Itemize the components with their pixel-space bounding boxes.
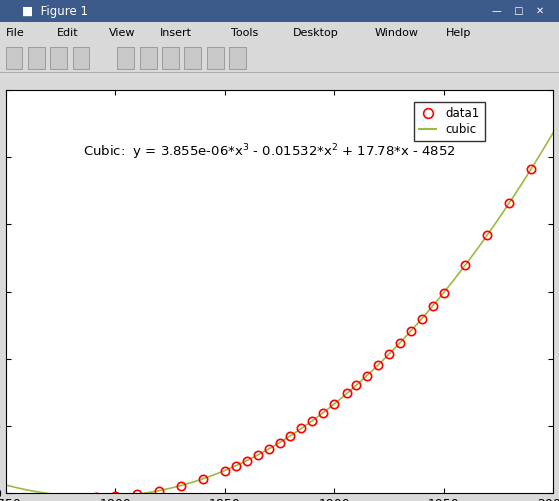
cubic — [263, 447, 270, 453]
Text: File: File — [6, 28, 25, 38]
data1 — [320, 410, 326, 416]
data1 — [254, 452, 261, 458]
cubic — [300, 424, 306, 430]
Text: Tools: Tools — [231, 28, 259, 38]
Bar — [207, 47, 224, 69]
Legend: data1, cubic: data1, cubic — [414, 102, 485, 141]
Text: —    □    ✕: — □ ✕ — [492, 6, 544, 16]
Bar — [28, 47, 45, 69]
Text: Help: Help — [446, 28, 471, 38]
data1 — [92, 494, 99, 500]
data1 — [331, 401, 338, 407]
data1 — [200, 476, 206, 482]
Text: Window: Window — [375, 28, 419, 38]
Bar — [162, 47, 179, 69]
data1 — [112, 493, 119, 499]
data1 — [156, 487, 163, 493]
Bar — [140, 47, 157, 69]
Text: Desktop: Desktop — [293, 28, 339, 38]
data1 — [440, 290, 447, 296]
Line: cubic: cubic — [6, 133, 553, 497]
data1 — [276, 439, 283, 445]
data1 — [243, 457, 250, 463]
Bar — [184, 47, 201, 69]
Bar — [6, 47, 22, 69]
cubic — [93, 494, 100, 500]
Line: data1: data1 — [92, 165, 536, 501]
data1 — [429, 303, 436, 309]
Bar — [73, 47, 89, 69]
Text: ■  Figure 1: ■ Figure 1 — [22, 5, 88, 18]
data1 — [233, 463, 239, 469]
data1 — [418, 316, 425, 322]
Text: Edit: Edit — [57, 28, 79, 38]
data1 — [375, 362, 381, 368]
Bar — [50, 47, 67, 69]
data1 — [386, 351, 392, 357]
data1 — [506, 200, 513, 206]
data1 — [462, 262, 469, 268]
Text: View: View — [108, 28, 135, 38]
data1 — [221, 467, 228, 473]
data1 — [309, 418, 316, 424]
data1 — [265, 446, 272, 452]
cubic — [329, 402, 336, 408]
data1 — [528, 166, 534, 172]
Bar — [229, 47, 246, 69]
Text: Cubic:  y = 3.855e-06*x$^{3}$ - 0.01532*x$^{2}$ + 17.78*x - 4852: Cubic: y = 3.855e-06*x$^{3}$ - 0.01532*x… — [83, 143, 456, 162]
data1 — [178, 482, 184, 488]
Text: Insert: Insert — [160, 28, 192, 38]
Bar — [117, 47, 134, 69]
data1 — [344, 390, 350, 396]
cubic — [538, 150, 544, 156]
data1 — [287, 433, 294, 439]
data1 — [408, 328, 414, 334]
cubic — [267, 445, 273, 451]
cubic — [3, 482, 10, 488]
data1 — [484, 232, 491, 238]
cubic — [549, 130, 556, 136]
data1 — [396, 340, 403, 346]
data1 — [134, 491, 141, 497]
data1 — [364, 373, 371, 379]
data1 — [353, 382, 359, 388]
data1 — [298, 425, 305, 431]
cubic — [452, 275, 459, 281]
